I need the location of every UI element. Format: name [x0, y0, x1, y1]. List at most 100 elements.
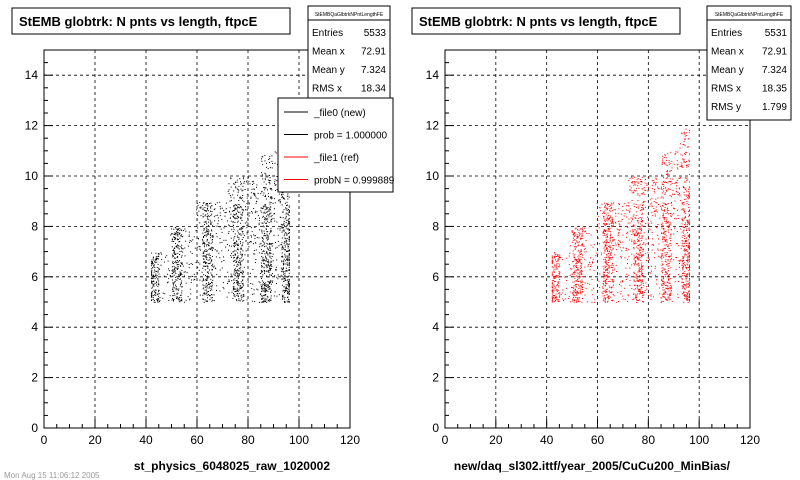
data-point: [209, 248, 211, 250]
data-point: [249, 272, 251, 274]
data-point: [672, 190, 674, 191]
data-point: [269, 248, 271, 249]
data-point: [579, 275, 581, 277]
data-point: [230, 200, 232, 202]
data-point: [151, 263, 153, 265]
data-point: [261, 175, 263, 177]
data-point: [688, 246, 690, 248]
data-point: [206, 300, 208, 302]
data-point: [172, 254, 174, 256]
data-point: [637, 217, 639, 219]
data-point: [666, 281, 668, 283]
data-point: [683, 260, 685, 261]
data-point: [640, 268, 642, 270]
data-point: [263, 235, 265, 237]
data-point: [269, 262, 271, 264]
data-point: [226, 296, 228, 298]
data-point: [211, 248, 213, 250]
data-point: [213, 216, 215, 218]
data-point: [592, 246, 594, 248]
data-point: [641, 292, 643, 294]
data-point: [181, 300, 183, 302]
data-point: [637, 185, 639, 187]
stats-name: StEMBQaGlbtrkNPntLengthFE: [715, 12, 784, 18]
data-point: [206, 250, 208, 252]
data-point: [608, 223, 610, 225]
data-point: [238, 275, 240, 277]
data-point: [244, 254, 246, 256]
data-point: [577, 284, 579, 286]
data-point: [573, 265, 574, 267]
data-point: [676, 218, 678, 220]
data-point: [233, 273, 235, 275]
data-point: [631, 239, 633, 241]
data-point: [261, 230, 263, 232]
data-point: [153, 269, 155, 271]
data-point: [209, 203, 211, 204]
data-point: [265, 288, 267, 290]
data-point: [287, 223, 289, 225]
data-point: [603, 268, 605, 270]
data-point: [604, 300, 606, 302]
data-point: [173, 250, 175, 252]
data-point: [270, 249, 272, 251]
data-point: [577, 272, 579, 274]
data-point: [689, 215, 690, 216]
data-point: [578, 297, 580, 299]
data-point: [202, 239, 204, 241]
data-point: [581, 286, 583, 288]
data-point: [266, 217, 268, 219]
data-point: [269, 281, 271, 283]
data-point: [609, 246, 610, 248]
x-tick-label: 100: [689, 433, 709, 447]
data-point: [269, 286, 271, 287]
data-point: [234, 214, 236, 216]
data-point: [672, 178, 674, 180]
data-point: [254, 235, 256, 236]
data-point: [246, 224, 248, 226]
data-point: [644, 201, 646, 203]
data-point: [151, 265, 153, 267]
data-point: [177, 229, 179, 231]
data-point: [274, 213, 275, 215]
data-point: [640, 280, 642, 282]
data-point: [556, 290, 558, 292]
x-tick-label: 40: [139, 433, 153, 447]
data-point: [662, 272, 663, 274]
data-point: [662, 239, 664, 240]
data-point: [667, 263, 669, 265]
data-point: [155, 294, 157, 296]
data-point: [650, 295, 652, 297]
data-point: [577, 256, 579, 258]
data-point: [181, 247, 182, 249]
data-point: [552, 274, 554, 276]
data-point: [238, 211, 239, 213]
data-point: [236, 300, 238, 302]
data-point: [684, 216, 686, 218]
data-point: [609, 210, 611, 212]
data-point: [667, 293, 669, 295]
data-point: [233, 243, 235, 245]
data-point: [577, 250, 579, 252]
data-point: [636, 231, 638, 233]
data-point: [665, 157, 667, 159]
data-point: [663, 185, 665, 187]
data-point: [204, 250, 206, 252]
data-point: [564, 276, 566, 278]
data-point: [633, 181, 635, 182]
data-point: [270, 291, 272, 293]
data-point: [264, 196, 266, 197]
data-point: [577, 298, 579, 300]
data-point: [669, 273, 671, 275]
data-point: [209, 255, 211, 256]
data-point: [216, 225, 218, 227]
data-point: [272, 202, 274, 204]
data-point: [640, 279, 641, 281]
data-point: [670, 290, 672, 292]
data-point: [669, 292, 671, 294]
data-point: [287, 257, 289, 259]
data-point: [246, 233, 248, 235]
data-point: [175, 260, 177, 262]
data-point: [687, 267, 689, 268]
data-point: [662, 237, 664, 239]
